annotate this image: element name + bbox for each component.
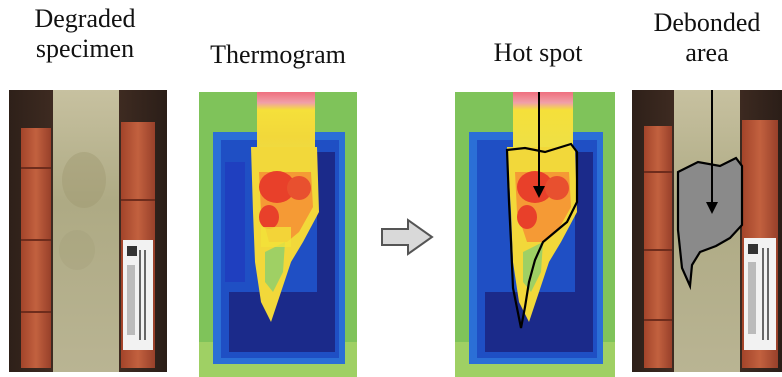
hot-spot-label: Hot spot xyxy=(493,38,583,67)
left-brick-column xyxy=(21,128,51,368)
debonded-region xyxy=(676,156,744,291)
degraded-label-line1: Degraded xyxy=(34,4,136,33)
hot-spot-thermogram xyxy=(455,92,615,377)
debonded-label-line2: area xyxy=(685,38,729,67)
block-arrow-right-icon xyxy=(381,218,434,256)
thermogram-image xyxy=(199,92,357,377)
debonded-pointer-arrowhead xyxy=(706,202,718,214)
debonded-label-line1: Debonded xyxy=(653,8,761,37)
debonded-area-photo xyxy=(632,90,782,372)
barcode-label-icon xyxy=(123,240,153,350)
specimen-strip xyxy=(53,90,119,372)
process-arrow xyxy=(380,218,434,256)
thermogram-label: Thermogram xyxy=(210,40,346,69)
degraded-specimen-label: Degraded specimen xyxy=(10,4,160,64)
barcode-label-icon xyxy=(744,238,776,350)
hot-spot-pointer-arrowhead xyxy=(533,186,545,198)
hot-spot-outline xyxy=(505,142,579,329)
debonded-area-label: Debonded area xyxy=(632,8,782,68)
degraded-label-line2: specimen xyxy=(35,34,135,63)
degraded-specimen-photo xyxy=(9,90,167,372)
